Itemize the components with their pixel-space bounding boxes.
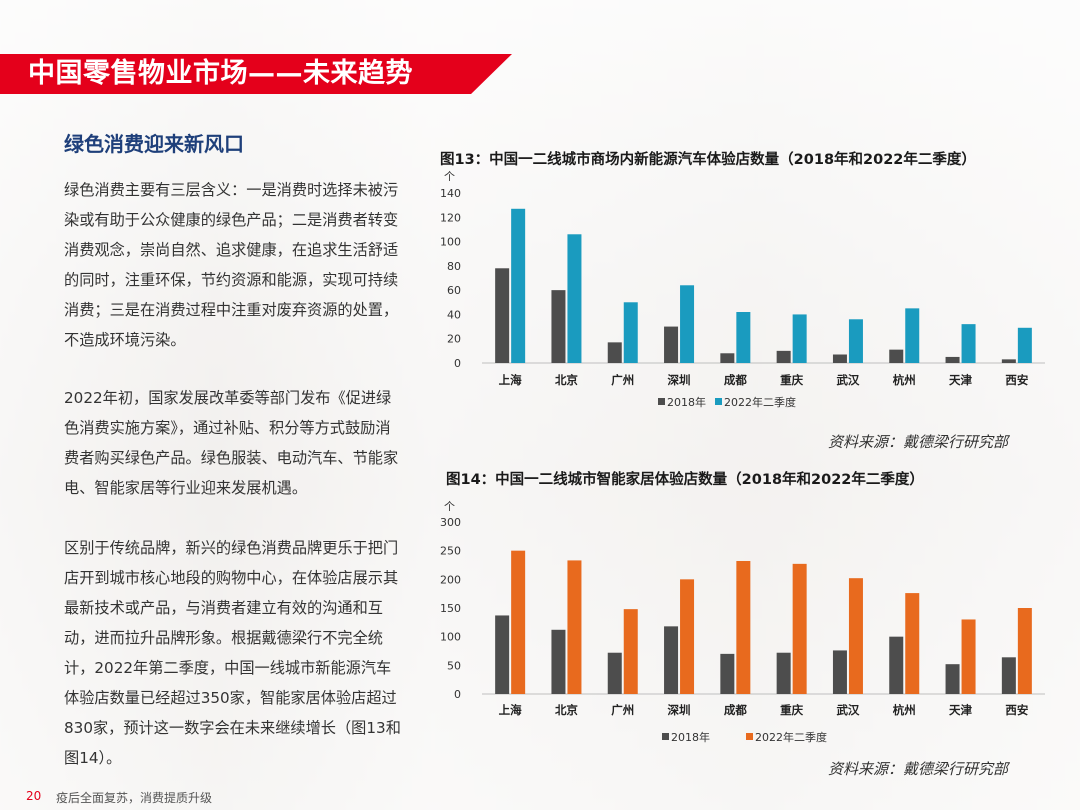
x-category-label: 杭州 bbox=[893, 703, 916, 717]
x-category-label: 成都 bbox=[724, 373, 747, 387]
bar-2022q2 bbox=[680, 579, 695, 694]
bar-2018 bbox=[832, 354, 847, 363]
legend-label: 2022年二季度 bbox=[724, 395, 796, 409]
bar-2018 bbox=[720, 353, 735, 363]
bar-2022q2 bbox=[1017, 327, 1032, 363]
bar-2018 bbox=[551, 290, 566, 363]
y-tick-label: 80 bbox=[447, 260, 461, 273]
x-category-label: 重庆 bbox=[780, 703, 803, 717]
x-category-label: 杭州 bbox=[893, 373, 916, 387]
y-tick-label: 50 bbox=[447, 659, 461, 672]
bar-2022q2 bbox=[511, 550, 526, 694]
y-tick-label: 0 bbox=[454, 688, 461, 701]
legend-label: 2018年 bbox=[667, 395, 706, 409]
chart13-source: 资料来源：戴德梁行研究部 bbox=[828, 433, 1009, 451]
x-category-label: 广州 bbox=[611, 373, 634, 387]
bar-2022q2 bbox=[848, 319, 863, 363]
y-tick-label: 120 bbox=[440, 211, 461, 224]
x-category-label: 重庆 bbox=[780, 373, 803, 387]
legend-swatch bbox=[746, 733, 753, 740]
y-tick-label: 40 bbox=[447, 308, 461, 321]
paragraph-3: 区别于传统品牌，新兴的绿色消费品牌更乐于把门店开到城市核心地段的购物中心，在体验… bbox=[64, 539, 401, 767]
x-category-label: 天津 bbox=[949, 373, 972, 387]
legend-swatch bbox=[662, 733, 669, 740]
x-category-label: 深圳 bbox=[668, 373, 691, 387]
y-tick-label: 140 bbox=[440, 187, 461, 200]
bar-2022q2 bbox=[680, 285, 695, 363]
x-category-label: 深圳 bbox=[668, 703, 691, 717]
y-tick-label: 200 bbox=[440, 573, 461, 586]
x-category-label: 北京 bbox=[555, 703, 578, 717]
chart14: 个 0 50 100 150 200 250 300 上海 北京 广州 深圳 成都 重庆 武汉 杭州 天津 西安 2… bbox=[440, 500, 1045, 744]
bar-2018 bbox=[664, 326, 679, 363]
bar-2018 bbox=[607, 652, 622, 694]
chart13: 个 0 20 40 60 80 100 120 140 上海 北京 广州 深圳 成都 重庆 武汉 杭州 天津 西安 2… bbox=[440, 170, 1045, 409]
y-tick-label: 60 bbox=[447, 284, 461, 297]
paragraph-1: 绿色消费主要有三层含义：一是消费时选择未被污染或有助于公众健康的绿色产品；二是消… bbox=[64, 181, 399, 349]
bar-2018 bbox=[889, 636, 904, 694]
x-category-label: 天津 bbox=[949, 703, 972, 717]
bar-2018 bbox=[664, 626, 679, 694]
bar-2018 bbox=[889, 349, 904, 363]
bar-2018 bbox=[1001, 359, 1016, 363]
legend-label: 2018年 bbox=[671, 730, 710, 744]
bar-2022q2 bbox=[905, 308, 920, 363]
chart14-source: 资料来源：戴德梁行研究部 bbox=[828, 760, 1009, 778]
bar-2018 bbox=[607, 342, 622, 363]
legend-swatch bbox=[715, 398, 722, 405]
header-band bbox=[0, 54, 512, 94]
bar-2022q2 bbox=[792, 563, 807, 694]
bar-2018 bbox=[551, 629, 566, 694]
section-title: 绿色消费迎来新风口 bbox=[64, 132, 244, 156]
x-category-label: 西安 bbox=[1005, 703, 1028, 717]
bar-2022q2 bbox=[905, 593, 920, 694]
x-category-label: 上海 bbox=[499, 373, 522, 387]
y-tick-label: 300 bbox=[440, 516, 461, 529]
bar-2022q2 bbox=[848, 578, 863, 694]
bar-2022q2 bbox=[961, 619, 976, 694]
x-category-label: 广州 bbox=[611, 703, 634, 717]
footer-text: 疫后全面复苏，消费提质升级 bbox=[56, 791, 213, 805]
bar-2022q2 bbox=[567, 560, 582, 694]
x-category-label: 西安 bbox=[1005, 373, 1028, 387]
legend-swatch bbox=[658, 398, 665, 405]
bar-2022q2 bbox=[623, 609, 638, 694]
x-category-label: 武汉 bbox=[836, 373, 859, 387]
chart14-title: 图14：中国一二线城市智能家居体验店数量（2018年和2022年二季度） bbox=[446, 472, 924, 488]
y-tick-label: 100 bbox=[440, 631, 461, 644]
y-tick-label: 100 bbox=[440, 236, 461, 249]
y-tick-label: 150 bbox=[440, 602, 461, 615]
bar-2022q2 bbox=[511, 208, 526, 363]
bar-2018 bbox=[776, 652, 791, 694]
bar-2022q2 bbox=[961, 324, 976, 363]
bar-2018 bbox=[1001, 657, 1016, 694]
legend-label: 2022年二季度 bbox=[755, 730, 827, 744]
paragraph-2: 2022年初，国家发展改革委等部门发布《促进绿色消费实施方案》，通过补贴、积分等… bbox=[64, 389, 399, 497]
bar-2018 bbox=[776, 350, 791, 363]
x-category-label: 北京 bbox=[555, 373, 578, 387]
x-category-label: 成都 bbox=[724, 703, 747, 717]
x-category-label: 上海 bbox=[499, 703, 522, 717]
page-number: 20 bbox=[26, 789, 42, 803]
bar-2022q2 bbox=[567, 234, 582, 363]
bar-2022q2 bbox=[1017, 608, 1032, 694]
bar-2018 bbox=[495, 268, 510, 363]
x-category-label: 武汉 bbox=[836, 703, 859, 717]
bar-2022q2 bbox=[623, 302, 638, 363]
bar-2018 bbox=[832, 650, 847, 694]
bar-2018 bbox=[495, 615, 510, 694]
bar-2022q2 bbox=[736, 560, 751, 694]
y-tick-label: 20 bbox=[447, 333, 461, 346]
y-tick-label: 0 bbox=[454, 357, 461, 370]
y-tick-label: 250 bbox=[440, 545, 461, 558]
bar-2022q2 bbox=[736, 312, 751, 363]
bar-2018 bbox=[945, 356, 960, 363]
y-unit-label: 个 bbox=[444, 170, 455, 183]
bar-2018 bbox=[945, 664, 960, 694]
bar-2018 bbox=[720, 653, 735, 694]
bar-2022q2 bbox=[792, 314, 807, 363]
page-title: 中国零售物业市场——未来趋势 bbox=[28, 58, 413, 89]
y-unit-label: 个 bbox=[444, 500, 455, 513]
chart13-title: 图13：中国一二线城市商场内新能源汽车体验店数量（2018年和2022年二季度） bbox=[440, 152, 976, 168]
